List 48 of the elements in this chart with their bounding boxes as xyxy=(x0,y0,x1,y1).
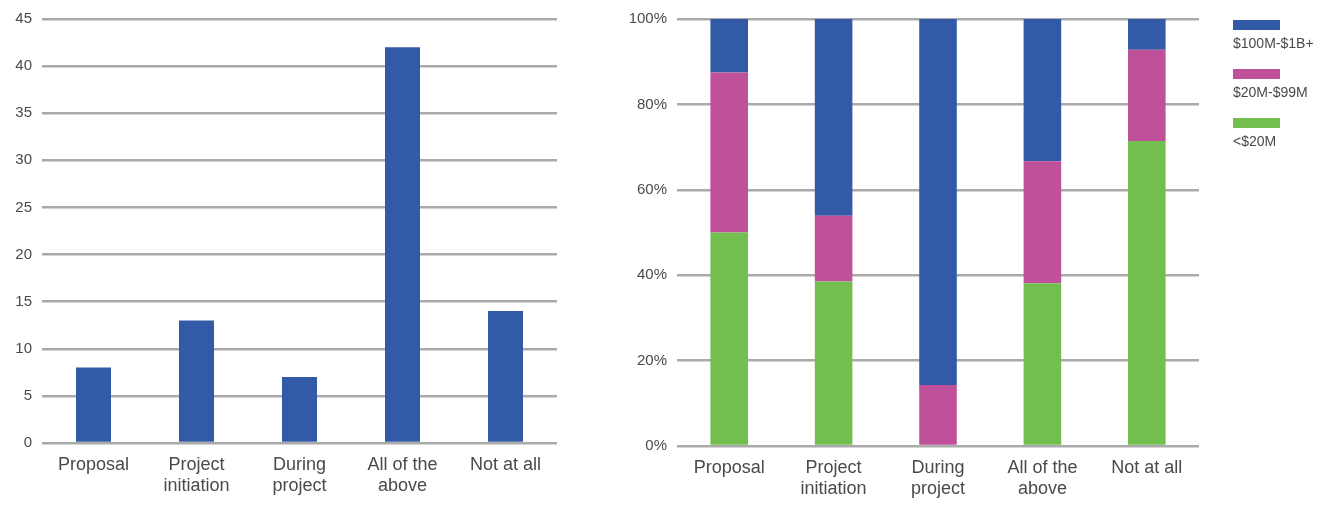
bar xyxy=(178,320,215,442)
x-tick-label: Project initiation xyxy=(800,457,867,499)
bar xyxy=(384,47,421,442)
y-tick-label: 25 xyxy=(15,197,32,215)
y-tick-label: 40 xyxy=(15,56,32,74)
bar xyxy=(75,367,112,442)
y-tick-label: 35 xyxy=(15,103,32,121)
bar xyxy=(710,19,748,73)
x-tick-label: Not at all xyxy=(1111,457,1183,478)
bar xyxy=(710,72,748,233)
bar xyxy=(1023,19,1062,162)
y-tick-label: 40% xyxy=(636,265,667,283)
y-tick-label: 20 xyxy=(15,244,32,262)
x-tick-label: Proposal xyxy=(57,454,130,475)
bar xyxy=(1023,283,1062,445)
bar xyxy=(919,384,957,445)
bar xyxy=(1128,141,1166,445)
bar xyxy=(1128,19,1166,50)
x-tick-label: Not at all xyxy=(469,454,542,475)
y-tick-label: 5 xyxy=(23,386,32,404)
bar xyxy=(814,215,853,282)
bar xyxy=(814,281,853,445)
x-tick-label: During project xyxy=(272,454,327,496)
legend-label: $100M-$1B+ xyxy=(1233,34,1314,51)
legend-label: $20M-$99M xyxy=(1233,83,1308,100)
y-tick-label: 20% xyxy=(636,350,667,368)
y-tick-label: 30 xyxy=(15,150,32,168)
y-tick-label: 80% xyxy=(636,94,667,112)
x-tick-label: All of the above xyxy=(1007,457,1078,499)
y-tick-label: 0 xyxy=(23,433,32,451)
x-tick-label: During project xyxy=(910,457,966,499)
y-tick-label: 45 xyxy=(15,9,32,27)
legend-label: <$20M xyxy=(1233,132,1277,149)
bar xyxy=(919,19,957,385)
x-tick-label: Proposal xyxy=(693,457,765,478)
x-tick-label: Project initiation xyxy=(163,454,230,496)
y-tick-label: 100% xyxy=(628,9,667,27)
bar xyxy=(1128,49,1166,142)
bar xyxy=(487,311,524,442)
y-tick-label: 10 xyxy=(15,338,32,356)
bar xyxy=(1023,161,1062,284)
y-tick-label: 60% xyxy=(636,179,667,197)
y-tick-label: 15 xyxy=(15,291,32,309)
bar xyxy=(710,232,748,445)
bar xyxy=(281,377,318,442)
bar xyxy=(814,19,853,216)
y-tick-label: 0% xyxy=(645,436,667,454)
x-tick-label: All of the above xyxy=(367,454,438,496)
